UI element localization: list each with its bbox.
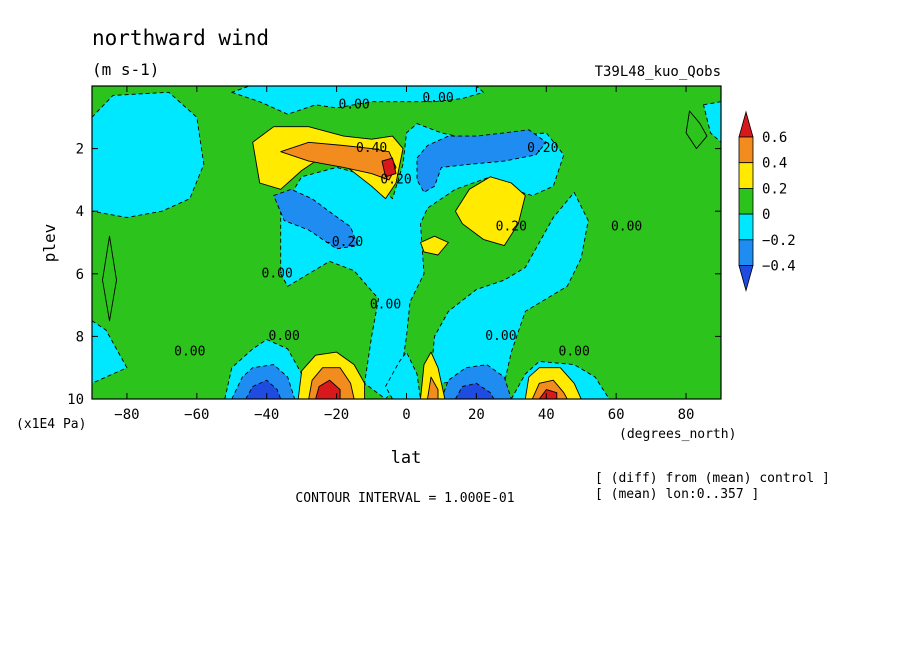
contour-label-8: 0.00 <box>262 266 293 281</box>
x-axis-label: lat <box>391 448 422 468</box>
x-tick-label-8: 80 <box>678 407 695 423</box>
contour-region-cyan-right-center <box>430 191 589 394</box>
x-tick-label-5: 20 <box>468 407 485 423</box>
contour-region-yellow-bottom-center <box>420 351 446 399</box>
y-axis-ticks: 2 4 6 8 10 <box>67 142 721 408</box>
colorbar-arrow-top <box>738 110 754 138</box>
contour-label-6: 0.20 <box>496 219 527 234</box>
colorbar-segment-5 <box>738 239 754 266</box>
contour-region-blue-upper-left <box>273 188 359 250</box>
contour-label-1: 0.00 <box>422 91 453 106</box>
contour-region-cyan-central <box>280 123 565 399</box>
colorbar-segment-3 <box>738 187 754 215</box>
colorbar-segment-1 <box>738 136 754 164</box>
contour-label-5: -0.20 <box>324 235 363 250</box>
colorbar-segment-2 <box>738 162 754 189</box>
chart-units: (m s-1) <box>92 60 159 79</box>
x-tick-label-4: 0 <box>402 407 410 423</box>
chart-title: northward wind <box>92 26 269 50</box>
x-tick-label-0: −80 <box>114 407 139 423</box>
y-tick-label-2: 6 <box>76 267 84 283</box>
contour-region-red-bottom-right <box>538 389 558 399</box>
colorbar-label-0: 0.6 <box>762 130 787 146</box>
y-tick-label-3: 8 <box>76 329 84 345</box>
contour-label-11: 0.00 <box>485 329 516 344</box>
contour-label-4: 0.20 <box>527 141 558 156</box>
contour-region-green-left-lens <box>102 235 117 322</box>
contour-region-cyan-bottom-mid <box>385 351 421 399</box>
contour-region-orange-bottom-center <box>427 376 439 399</box>
colorbar-label-5: −0.4 <box>762 259 796 275</box>
contour-region-orange-bottom-right <box>531 379 568 399</box>
contour-fill-regions <box>92 86 721 399</box>
colorbar: 0.6 0.4 0.2 0 −0.2 −0.4 <box>738 110 796 292</box>
contour-label-9: 0.00 <box>370 298 401 313</box>
x-axis-units: (degrees_north) <box>619 427 736 442</box>
contour-label-2: 0.40 <box>356 141 387 156</box>
x-tick-label-2: −40 <box>254 407 279 423</box>
contour-region-deepblue-bottom-right <box>454 382 495 399</box>
contour-label-13: 0.00 <box>559 345 590 360</box>
y-tick-label-4: 10 <box>67 392 84 408</box>
x-tick-label-3: −20 <box>324 407 349 423</box>
contour-region-blue-bottom-right <box>440 364 512 399</box>
colorbar-label-1: 0.4 <box>762 156 787 172</box>
run-label: T39L48_kuo_Qobs <box>595 64 721 80</box>
contour-region-cyan-topleft <box>92 91 205 218</box>
colorbar-label-2: 0.2 <box>762 181 787 197</box>
y-tick-label-1: 4 <box>76 204 84 220</box>
contour-region-yellow-small <box>420 235 449 256</box>
contour-region-red-bottom-left <box>315 379 341 399</box>
colorbar-label-3: 0 <box>762 207 770 223</box>
contour-region-cyan-right-upper <box>703 101 721 143</box>
contour-region-red-upper-left <box>381 157 397 178</box>
contour-region-yellow-right <box>454 176 526 247</box>
colorbar-label-4: −0.2 <box>762 233 796 249</box>
contour-label-10: 0.00 <box>269 329 300 344</box>
colorbar-arrow-bottom <box>738 265 754 292</box>
contour-region-blue-upper-center <box>416 129 547 193</box>
note-mean: [ (mean) lon:0..357 ] <box>595 487 759 502</box>
contour-label-7: 0.00 <box>611 219 642 234</box>
x-axis-ticks: −80 −60 −40 −20 0 20 40 60 80 <box>114 86 694 423</box>
contour-region-cyan-top <box>231 86 484 115</box>
contour-label-0: 0.00 <box>338 97 369 112</box>
x-tick-label-6: 40 <box>538 407 555 423</box>
y-tick-label-0: 2 <box>76 142 84 158</box>
contour-region-green-lens-topright <box>685 110 708 150</box>
contour-interval-text: CONTOUR INTERVAL = 1.000E-01 <box>295 491 514 506</box>
y-axis-units: (x1E4 Pa) <box>16 417 86 432</box>
contour-labels: 0.00 0.00 0.40 0.20 0.20 -0.20 0.20 0.00 0.00 0.0… <box>174 91 642 360</box>
contour-region-cyan-left-patch <box>92 320 128 384</box>
contour-region-yellow-upper-left <box>252 126 404 200</box>
contour-label-3: 0.20 <box>380 172 411 187</box>
contour-region-orange-upper-left <box>280 141 397 181</box>
x-tick-label-1: −60 <box>184 407 209 423</box>
contour-region-deepblue-bottom-left <box>245 379 282 399</box>
note-diff: [ (diff) from (mean) control ] <box>595 471 830 486</box>
colorbar-segment-4 <box>738 213 754 241</box>
x-tick-label-7: 60 <box>608 407 625 423</box>
contour-label-12: 0.00 <box>174 345 205 360</box>
y-axis-label: plev <box>40 224 59 263</box>
